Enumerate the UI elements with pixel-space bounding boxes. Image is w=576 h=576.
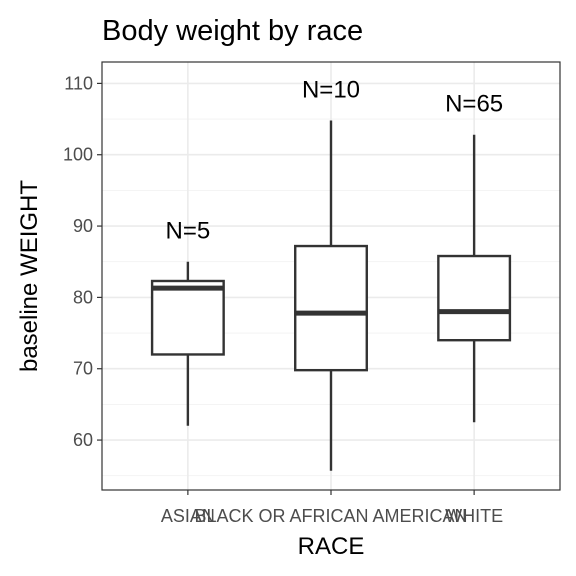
y-tick-label: 70 (73, 359, 93, 379)
n-label: N=65 (445, 91, 503, 118)
box-body (150, 279, 225, 356)
x-tick-label: ASIAN (161, 506, 215, 526)
y-tick-label: 100 (63, 145, 93, 165)
box-plot-1 (294, 120, 368, 471)
x-axis-title: RACE (298, 533, 365, 560)
y-tick-label: 60 (73, 430, 93, 450)
n-label: N=5 (166, 218, 211, 245)
n-labels: N=5 N=10 N=65 (166, 76, 504, 244)
x-tick-label: BLACK OR AFRICAN AMERICAN (194, 506, 467, 526)
box-body (294, 244, 368, 372)
box-body (437, 254, 512, 342)
y-tick-label: 90 (73, 216, 93, 236)
y-axis-title: baseline WEIGHT (16, 180, 43, 372)
chart-title: Body weight by race (102, 15, 363, 47)
n-label: N=10 (302, 76, 360, 103)
box-plot-2 (437, 134, 512, 423)
box-plot-0 (150, 261, 225, 426)
y-tick-label: 80 (73, 287, 93, 307)
x-tick-label: WHITE (445, 506, 503, 526)
y-tick-label: 110 (64, 73, 93, 93)
boxes (150, 120, 512, 471)
